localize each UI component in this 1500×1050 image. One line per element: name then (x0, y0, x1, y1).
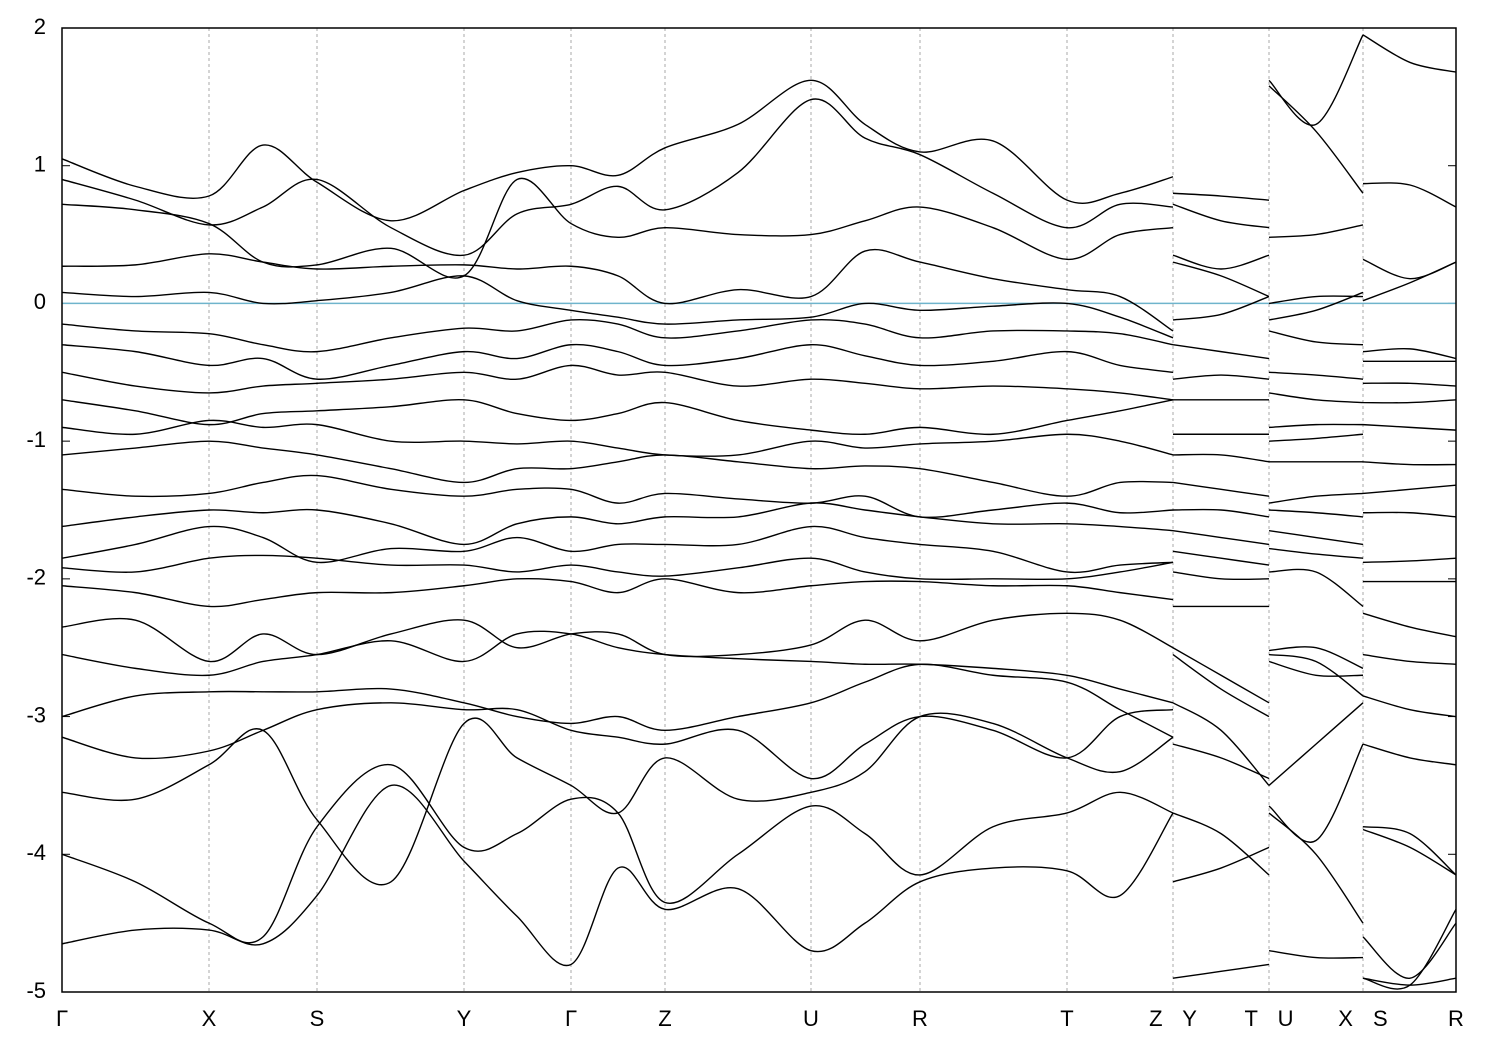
x-tick-label: Y (457, 1006, 472, 1031)
band-line (62, 612, 1456, 718)
x-tick-label: Z (658, 1006, 671, 1031)
band-line (62, 318, 1456, 362)
y-tick-label: -1 (26, 427, 46, 452)
y-tick-label: -5 (26, 978, 46, 1003)
band-line (62, 702, 1456, 786)
band-line (62, 419, 1456, 466)
band-line (62, 474, 1456, 519)
y-tick-label: -2 (26, 565, 46, 590)
band-line (62, 568, 1456, 665)
band-line (62, 343, 1456, 387)
x-tick-label: Γ (565, 1006, 577, 1031)
band-line (62, 525, 1456, 583)
band-line (62, 177, 1456, 280)
band-line (62, 399, 1456, 436)
x-tick-label: S (310, 1006, 325, 1031)
band-line (62, 660, 1456, 990)
band-line (62, 784, 1456, 986)
band-line (62, 764, 1456, 979)
x-tick-label: T (1060, 1006, 1073, 1031)
band-line (62, 249, 1456, 332)
y-tick-label: -4 (26, 840, 46, 865)
x-tick-label: R (1448, 1006, 1464, 1031)
x-tick-label: R (912, 1006, 928, 1031)
y-tick-label: 1 (34, 152, 46, 177)
band-line (62, 275, 1456, 360)
band-line (62, 712, 1456, 886)
band-line (62, 440, 1456, 497)
x-tick-label: X S (1338, 1006, 1387, 1031)
band-line (62, 85, 1456, 257)
band-line (62, 34, 1456, 222)
y-tick-label: 2 (34, 14, 46, 39)
y-tick-label: 0 (34, 289, 46, 314)
grid (61, 27, 1457, 993)
band-line (62, 630, 1456, 876)
band-line (62, 502, 1456, 564)
band-line (62, 364, 1456, 404)
bands (62, 34, 1456, 990)
x-tick-label: T U (1244, 1006, 1293, 1031)
plot-frame (61, 27, 1457, 993)
y-tick-label: -3 (26, 702, 46, 727)
tick-labels: 2 1 0 -1 -2 -3 -4 -5 Γ X S Y Γ Z U R T Z Y T U X S R (26, 14, 1464, 1031)
x-tick-label: Z Y (1149, 1006, 1197, 1031)
x-tick-label: Γ (56, 1006, 68, 1031)
x-tick-label: X (202, 1006, 217, 1031)
band-line (62, 547, 1456, 638)
x-tick-label: U (803, 1006, 819, 1031)
